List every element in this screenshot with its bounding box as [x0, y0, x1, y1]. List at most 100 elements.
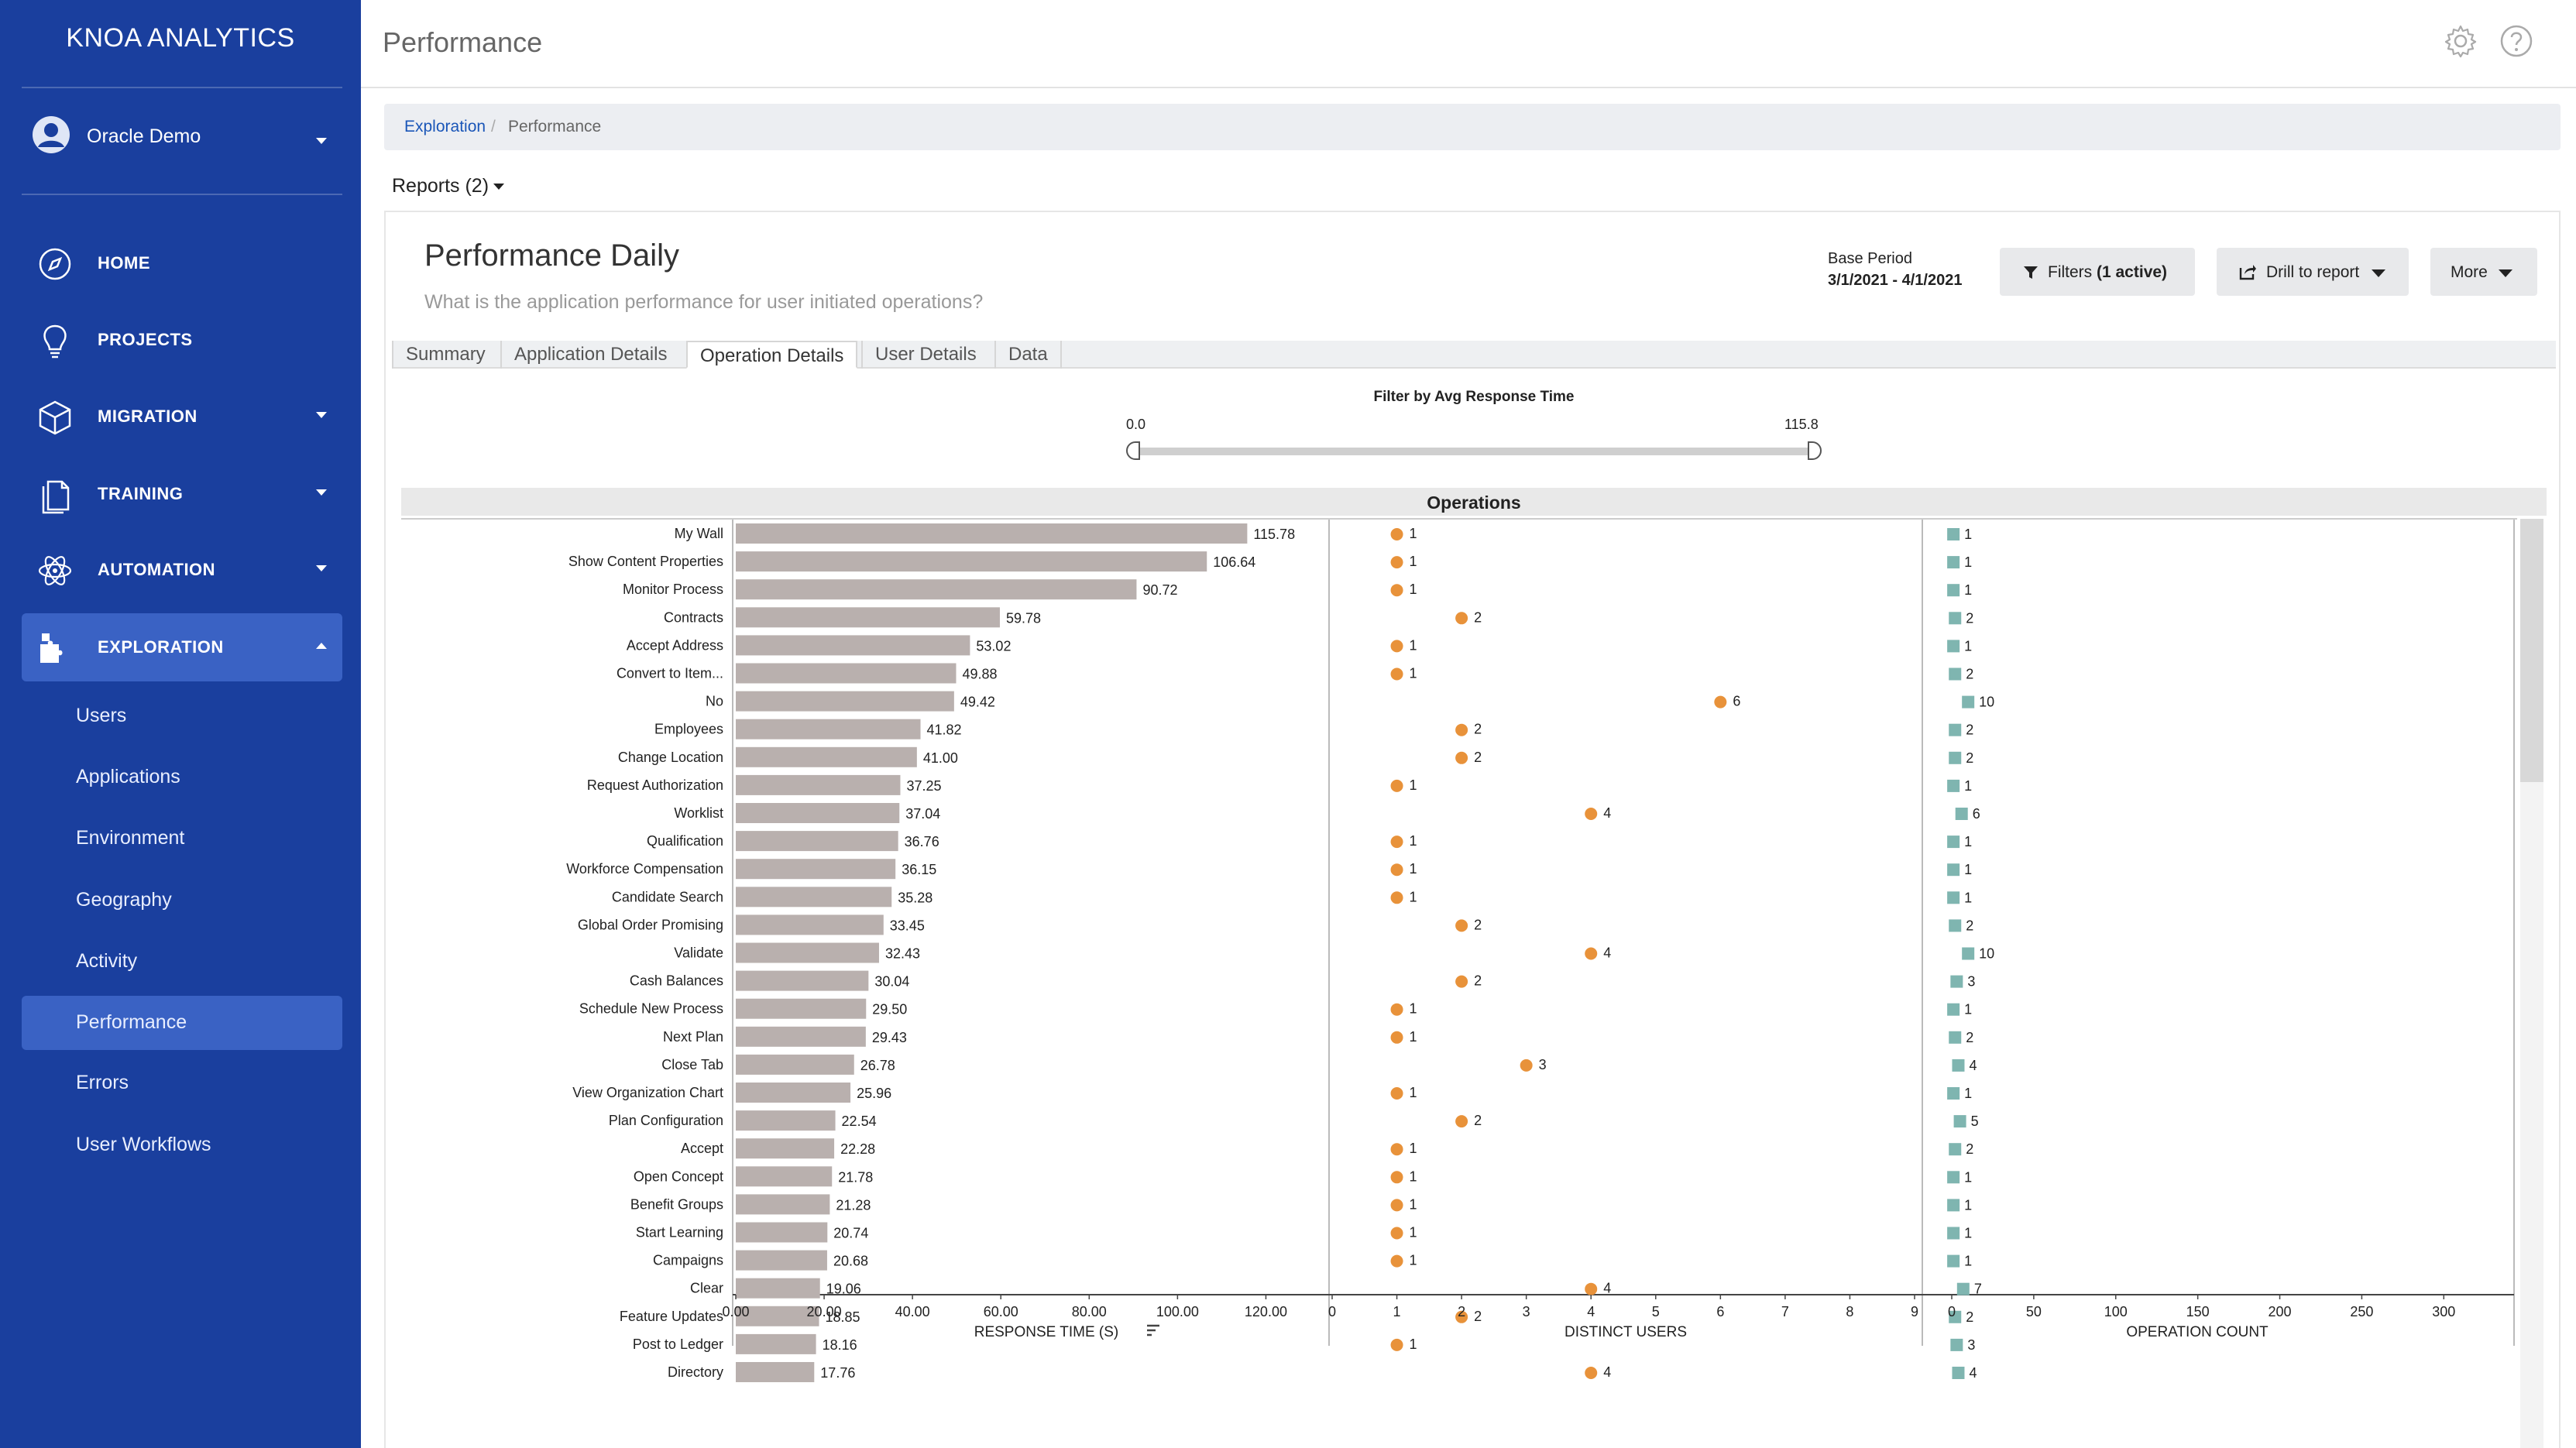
tab-operation-details[interactable]: Operation Details [686, 341, 858, 369]
users-value-label: 2 [1474, 973, 1482, 989]
count-value-label: 1 [1964, 778, 1972, 794]
subnav-performance[interactable]: Performance [22, 996, 342, 1050]
users-point [1390, 1227, 1403, 1240]
cube-icon [39, 400, 71, 435]
help-icon[interactable] [2499, 23, 2534, 59]
bar-value-label: 59.78 [1006, 610, 1041, 626]
drill-to-report-button[interactable]: Drill to report [2217, 248, 2409, 296]
users-point [1585, 947, 1598, 960]
count-point [1947, 1087, 1960, 1100]
x-tick-label: 9 [1911, 1304, 1918, 1319]
subnav-errors[interactable]: Errors [22, 1056, 342, 1110]
count-point [1962, 695, 1975, 709]
users-point [1390, 528, 1403, 540]
category-label: Employees [654, 722, 723, 737]
count-value-label: 1 [1964, 1002, 1972, 1017]
chevron-down-icon [316, 138, 327, 144]
nav-projects[interactable]: PROJECTS [22, 306, 342, 374]
gear-icon[interactable] [2443, 23, 2478, 59]
reports-dropdown[interactable]: Reports (2) [392, 175, 505, 197]
subnav-label: Users [76, 705, 127, 726]
users-point [1455, 751, 1468, 764]
chart-scrollbar-thumb[interactable] [2520, 519, 2543, 782]
drill-to-report-label: Drill to report [2266, 263, 2360, 281]
tab-user-details[interactable]: User Details [861, 341, 989, 369]
bar [736, 551, 1207, 572]
slider-max-handle[interactable] [1808, 441, 1822, 460]
users-value-label: 2 [1474, 609, 1482, 625]
tab-data[interactable]: Data [994, 341, 1062, 369]
bar [736, 831, 898, 852]
users-point [1714, 695, 1727, 709]
count-point [1950, 1338, 1963, 1351]
bar-value-label: 53.02 [976, 638, 1011, 654]
nav-label: MIGRATION [98, 407, 197, 426]
nav-training[interactable]: TRAINING [22, 460, 342, 528]
category-label: Accept Address [627, 637, 723, 653]
user-menu[interactable]: Oracle Demo [31, 115, 333, 164]
reports-dropdown-label: Reports (2) [392, 175, 489, 197]
bar-value-label: 18.16 [823, 1337, 857, 1353]
subnav-user-workflows[interactable]: User Workflows [22, 1118, 342, 1172]
count-point [1949, 1143, 1962, 1156]
x-axis-title: RESPONSE TIME (S) [974, 1324, 1119, 1340]
subnav-geography[interactable]: Geography [22, 873, 342, 928]
users-point [1390, 1171, 1403, 1184]
tab-summary[interactable]: Summary [392, 341, 498, 369]
count-point [1955, 808, 1968, 820]
top-header: Performance [361, 0, 2576, 88]
users-value-label: 1 [1410, 1168, 1417, 1184]
bar-value-label: 26.78 [860, 1058, 895, 1073]
bar-value-label: 41.82 [927, 722, 962, 738]
report-title: Performance Daily [424, 238, 680, 273]
chevron-down-icon [316, 489, 327, 496]
x-tick-label: 0 [1328, 1304, 1336, 1319]
nav-migration[interactable]: MIGRATION [22, 383, 342, 451]
users-value-label: 1 [1410, 1196, 1417, 1212]
bar [736, 970, 869, 991]
count-point [1952, 1059, 1965, 1072]
bar-value-label: 49.42 [960, 695, 995, 710]
more-button[interactable]: More [2430, 248, 2537, 296]
bar-value-label: 22.28 [840, 1141, 875, 1157]
bar-value-label: 21.28 [836, 1197, 871, 1213]
response-time-slider-track[interactable] [1131, 448, 1812, 455]
brand-logo-text: KNOA ANALYTICS [66, 23, 295, 53]
bar [736, 719, 921, 739]
slider-min-handle[interactable] [1126, 441, 1140, 460]
category-label: Feature Updates [620, 1309, 723, 1324]
x-tick-label: 0.00 [722, 1304, 749, 1319]
x-axis-title: DISTINCT USERS [1564, 1324, 1687, 1340]
subnav-activity[interactable]: Activity [22, 935, 342, 989]
count-value-label: 2 [1966, 667, 1973, 682]
count-point [1947, 1254, 1960, 1268]
count-value-label: 1 [1964, 527, 1972, 542]
subnav-users[interactable]: Users [22, 689, 342, 743]
bar [736, 914, 884, 935]
subnav-applications[interactable]: Applications [22, 750, 342, 805]
category-label: Candidate Search [612, 889, 723, 904]
filters-button[interactable]: Filters (1 active) [2000, 248, 2195, 296]
users-value-label: 1 [1410, 582, 1417, 597]
category-label: View Organization Chart [572, 1085, 723, 1100]
subnav-environment[interactable]: Environment [22, 811, 342, 866]
category-label: Directory [668, 1364, 723, 1380]
nav-home[interactable]: HOME [22, 229, 342, 297]
nav-automation[interactable]: AUTOMATION [22, 536, 342, 604]
bar-value-label: 33.45 [890, 918, 925, 933]
count-point [1962, 947, 1975, 960]
category-label: Global Order Promising [578, 917, 723, 932]
x-tick-label: 40.00 [895, 1304, 930, 1319]
bar-value-label: 41.00 [923, 750, 958, 766]
breadcrumb-link-exploration[interactable]: Exploration [404, 118, 486, 136]
count-point [1947, 1199, 1960, 1212]
count-point [1953, 1115, 1966, 1128]
tab-application-details[interactable]: Application Details [500, 341, 679, 369]
count-point [1949, 723, 1962, 736]
users-value-label: 1 [1410, 1225, 1417, 1240]
category-label: Campaigns [653, 1253, 723, 1268]
subnav-label: User Workflows [76, 1134, 211, 1155]
nav-exploration[interactable]: EXPLORATION [22, 613, 342, 681]
bar [736, 607, 1000, 628]
count-value-label: 2 [1966, 722, 1973, 738]
